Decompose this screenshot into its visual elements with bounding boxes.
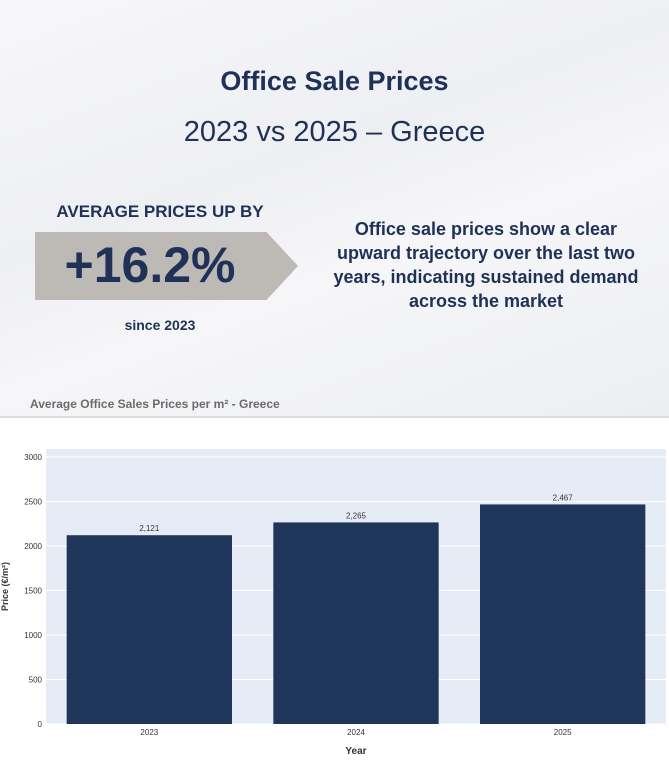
kpi-since: since 2023 — [124, 317, 196, 333]
y-tick-label: 1500 — [24, 587, 42, 596]
x-tick-label: 2023 — [140, 728, 158, 737]
bar-2025 — [480, 504, 646, 724]
hero-panel: Office Sale Prices 2023 vs 2025 – Greece… — [0, 0, 669, 418]
kpi-value: +16.2% — [64, 237, 236, 293]
x-tick-label: 2025 — [554, 728, 572, 737]
y-tick-label: 2500 — [24, 498, 42, 507]
bar-2023 — [66, 535, 233, 724]
x-tick-label: 2024 — [347, 728, 365, 737]
y-tick-label: 2000 — [24, 542, 42, 551]
chart-title: Average Office Sales Prices per m² - Gre… — [30, 397, 280, 411]
y-tick-label: 3000 — [24, 453, 42, 462]
data-label: 2,265 — [346, 511, 367, 520]
page-title: Office Sale Prices — [220, 66, 449, 96]
y-axis-label: Price (€/m²) — [0, 562, 10, 611]
y-tick-label: 500 — [29, 676, 43, 685]
y-tick-label: 0 — [38, 720, 43, 729]
y-tick-label: 1000 — [24, 631, 42, 640]
kpi-label: AVERAGE PRICES UP BY — [56, 202, 264, 221]
bar-2024 — [273, 522, 439, 724]
data-label: 2,467 — [553, 493, 574, 502]
kpi-arrow-shape — [35, 232, 298, 300]
description-text: Office sale prices show a clear upward t… — [333, 219, 639, 311]
page-subtitle: 2023 vs 2025 – Greece — [183, 116, 486, 148]
x-axis-label: Year — [345, 746, 366, 757]
bar-chart: 0 500 1000 1500 2000 2500 3000 2,121 2023 2,265 20… — [0, 449, 666, 757]
data-label: 2,121 — [139, 524, 160, 533]
